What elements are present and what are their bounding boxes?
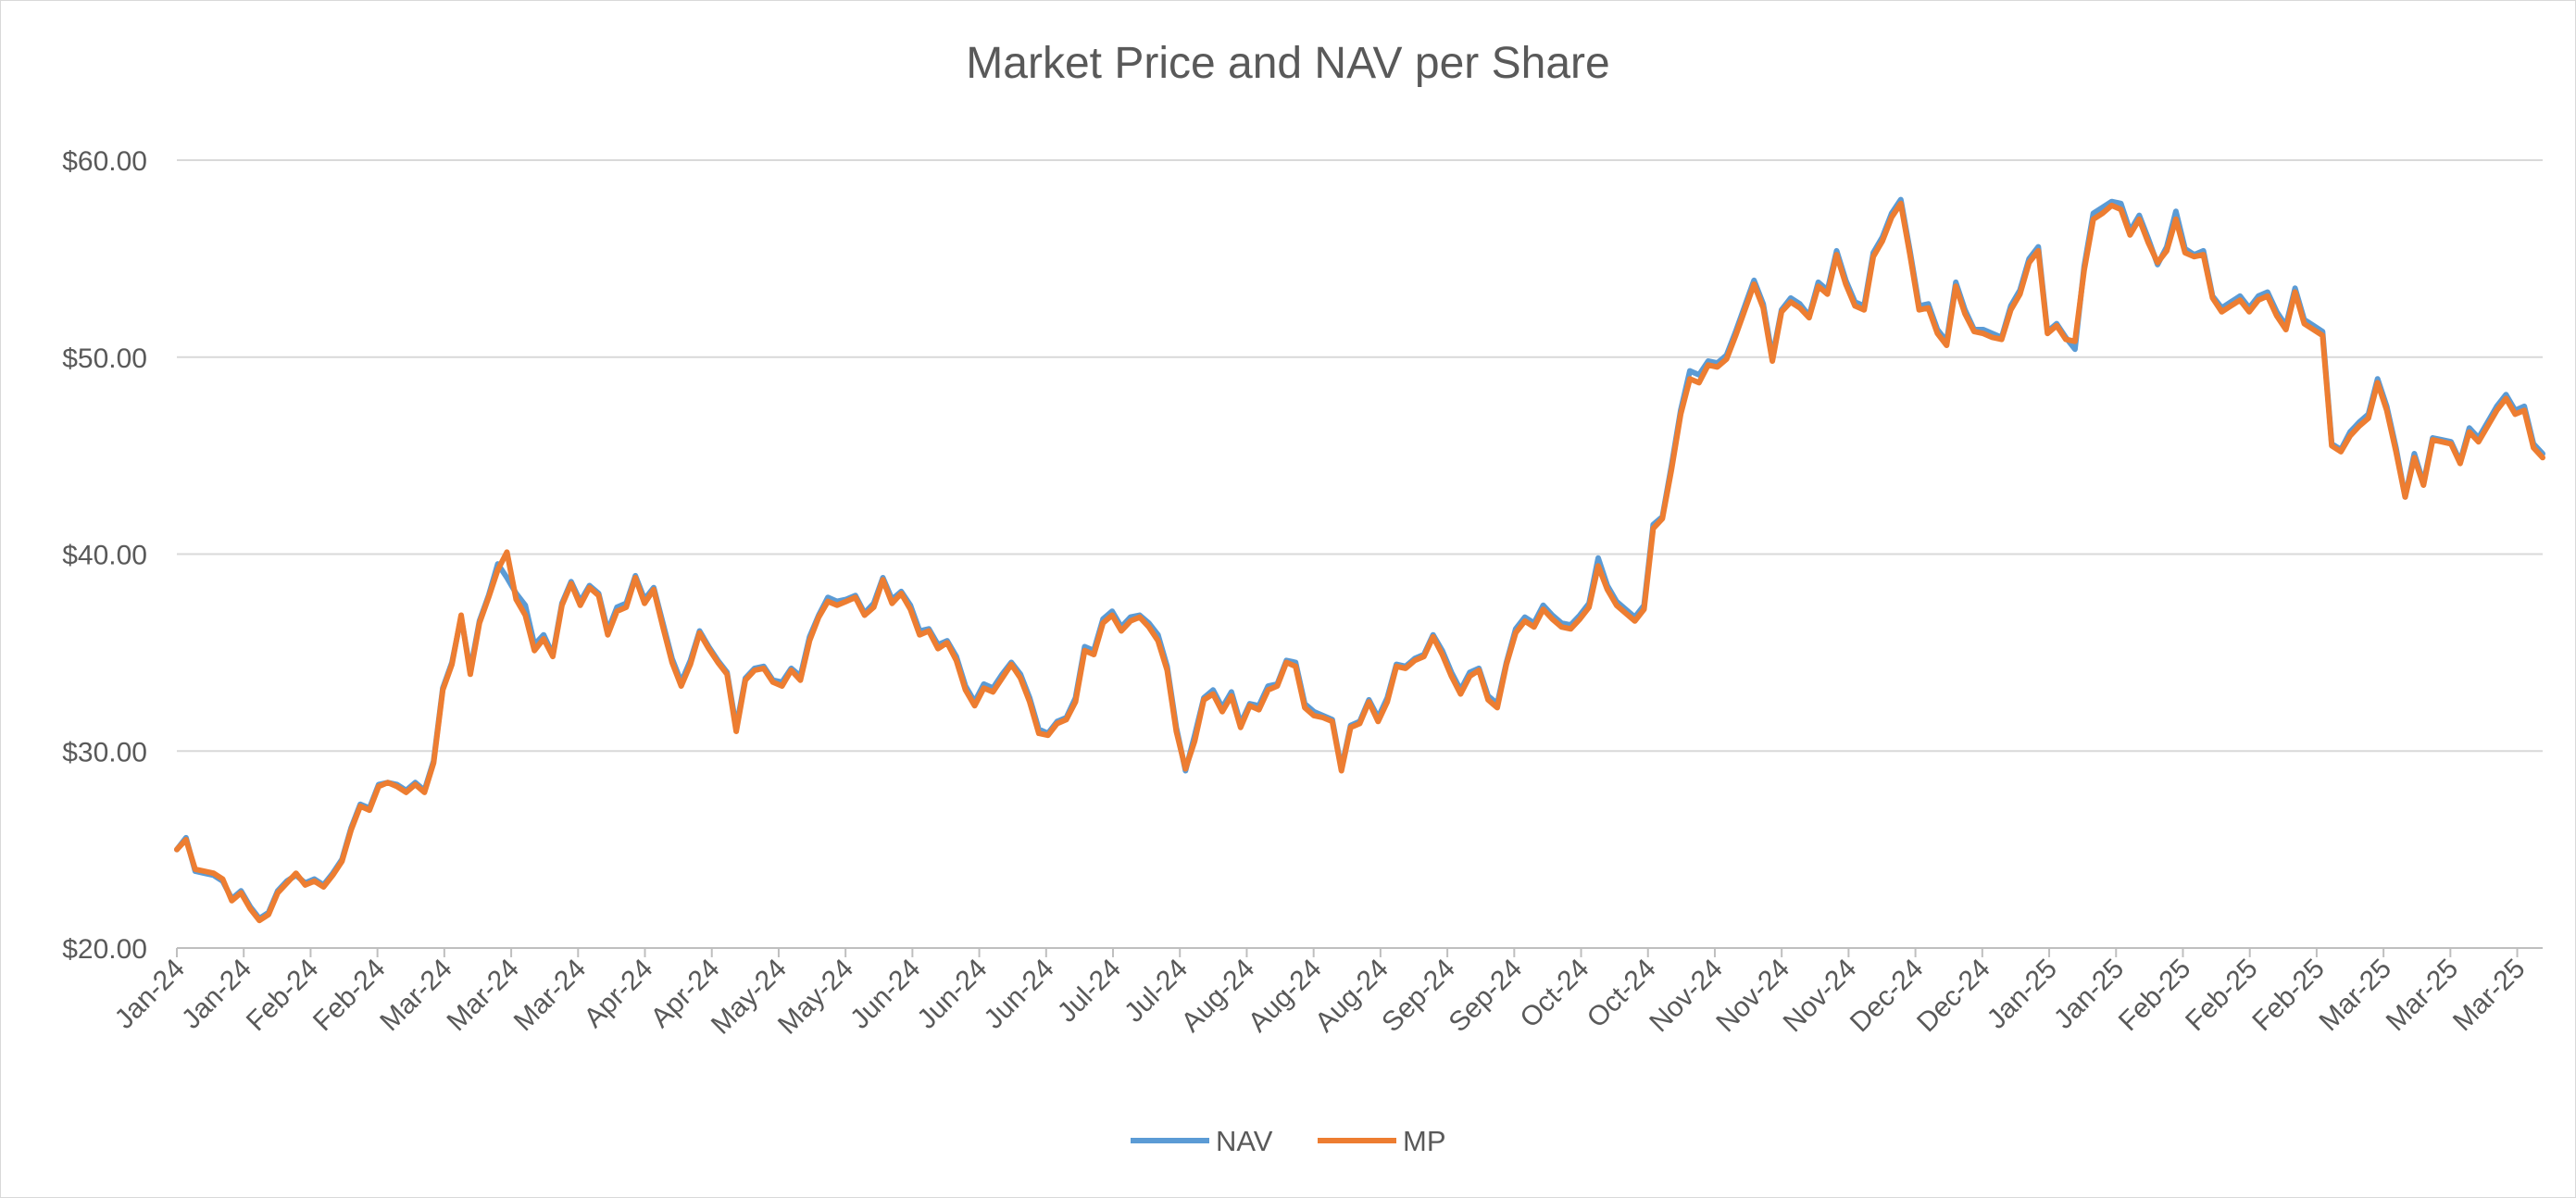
- x-tick-label: Jan-25: [2048, 954, 2130, 1035]
- x-tick-label: Aug-24: [1176, 954, 1261, 1039]
- gridlines: [177, 159, 2543, 753]
- x-tick-label: Nov-24: [1710, 954, 1795, 1039]
- series-line-nav: [174, 196, 2545, 922]
- y-tick-label: $20.00: [62, 934, 147, 965]
- legend: NAV MP: [1131, 1125, 1446, 1157]
- x-tick-label: Feb-25: [2113, 954, 2197, 1038]
- x-tick-label: Mar-24: [441, 954, 525, 1038]
- series-line-mp: [174, 200, 2545, 924]
- axes: [176, 947, 2543, 957]
- x-tick-label: Mar-24: [374, 954, 458, 1038]
- x-tick-label: Jan-24: [176, 954, 257, 1035]
- x-tick-label: Apr-24: [578, 954, 658, 1034]
- x-tick-label: Feb-24: [241, 954, 325, 1038]
- x-tick-label: Sep-24: [1376, 954, 1461, 1039]
- x-tick-label: Jan-25: [1982, 954, 2063, 1035]
- x-tick-label: Feb-24: [307, 954, 392, 1038]
- y-axis-tick-labels: $20.00 $30.00 $40.00 $50.00 $60.00: [62, 146, 147, 965]
- x-tick-label: Dec-24: [1844, 954, 1930, 1039]
- x-tick-label: May-24: [706, 954, 793, 1041]
- y-tick-label: $30.00: [62, 737, 147, 767]
- x-tick-label: Jun-24: [844, 954, 926, 1035]
- x-tick-label: Aug-24: [1243, 954, 1328, 1039]
- x-tick-label: Sep-24: [1444, 954, 1529, 1039]
- legend-label-nav: NAV: [1216, 1125, 1273, 1157]
- y-tick-label: $60.00: [62, 146, 147, 177]
- x-tick-label: Mar-25: [2447, 954, 2532, 1038]
- y-tick-label: $40.00: [62, 541, 147, 571]
- x-tick-label: Jul-24: [1052, 954, 1127, 1029]
- x-tick-label: Mar-24: [508, 954, 593, 1038]
- series-lines: [174, 196, 2545, 924]
- x-tick-label: Oct-24: [1514, 954, 1594, 1034]
- x-tick-label: Nov-24: [1778, 954, 1863, 1039]
- x-tick-label: May-24: [772, 954, 859, 1041]
- x-tick-label: Jan-24: [109, 954, 191, 1035]
- chart-title: Market Price and NAV per Share: [966, 39, 1609, 88]
- x-tick-label: Feb-25: [2246, 954, 2331, 1038]
- x-tick-label: Dec-24: [1911, 954, 1996, 1039]
- legend-label-mp: MP: [1403, 1125, 1446, 1157]
- x-tick-label: Mar-25: [2381, 954, 2465, 1038]
- x-tick-label: Nov-24: [1644, 954, 1729, 1039]
- x-axis-tick-labels: Jan-24Jan-24Feb-24Feb-24Mar-24Mar-24Mar-…: [109, 954, 2532, 1041]
- x-tick-label: Jun-24: [911, 954, 993, 1035]
- x-tick-label: Feb-25: [2180, 954, 2264, 1038]
- y-tick-label: $50.00: [62, 343, 147, 374]
- x-tick-label: Jun-24: [979, 954, 1060, 1035]
- x-tick-label: Mar-25: [2314, 954, 2398, 1038]
- x-tick-label: Aug-24: [1309, 954, 1394, 1039]
